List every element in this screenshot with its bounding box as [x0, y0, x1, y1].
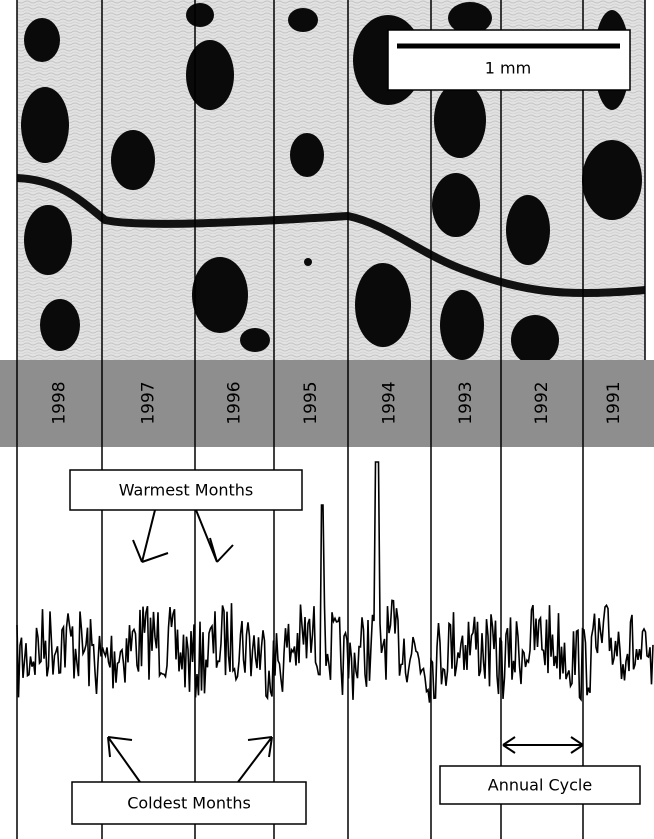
annotation: Coldest Months	[127, 794, 251, 813]
pore	[355, 263, 411, 347]
signal	[16, 461, 654, 703]
dividers	[16, 0, 646, 839]
pore	[448, 2, 492, 34]
pore	[186, 40, 234, 110]
pore	[186, 3, 214, 27]
annotation-box	[71, 781, 307, 825]
year-label: 1996	[225, 381, 245, 424]
pore	[506, 195, 550, 265]
pore	[511, 315, 559, 365]
pore	[40, 299, 80, 351]
pore	[288, 8, 318, 32]
pore	[240, 328, 270, 352]
year-label: 1993	[456, 381, 476, 424]
year-label: 1991	[604, 381, 624, 424]
year-label: 1998	[50, 381, 70, 424]
pore	[290, 133, 324, 177]
pore	[434, 82, 486, 158]
annotation-box	[439, 765, 641, 805]
scale-bar-label: 1 mm	[485, 59, 531, 78]
pore	[440, 290, 484, 360]
pore	[24, 205, 72, 275]
year-label: 1992	[532, 381, 552, 424]
pore	[192, 257, 248, 333]
signal-trace	[16, 461, 654, 703]
year-label: 1994	[380, 381, 400, 424]
year-labels: 1998 1997 1996 1995 1994 1993 1992 1991	[50, 381, 625, 424]
annotation: Warmest Months	[119, 481, 254, 500]
arrows	[107, 509, 584, 783]
year-band	[0, 360, 654, 447]
pore	[582, 140, 642, 220]
pore	[111, 130, 155, 190]
pore	[304, 258, 312, 266]
year-label: 1995	[301, 381, 321, 424]
pore	[24, 18, 60, 62]
scale-bar-box	[387, 29, 631, 91]
annotation: Annual Cycle	[488, 776, 592, 795]
year-label: 1997	[139, 381, 159, 424]
pore	[432, 173, 480, 237]
pore	[21, 87, 69, 163]
annotation-box	[69, 469, 303, 511]
